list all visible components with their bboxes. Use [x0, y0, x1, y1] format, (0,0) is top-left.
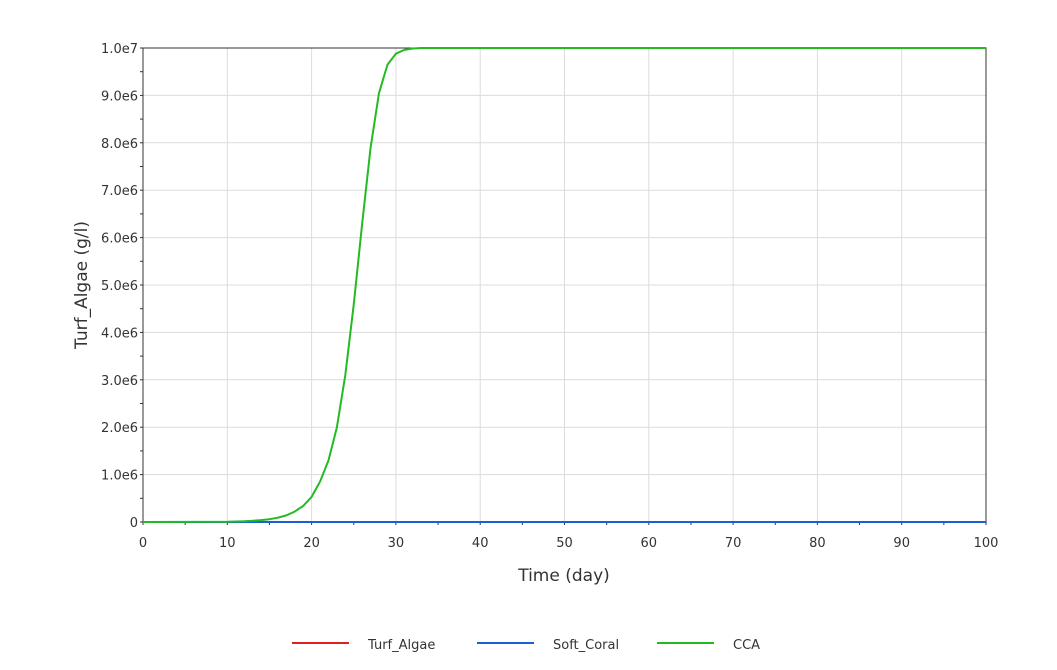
y-tick-label-3: 3.0e6 [101, 374, 138, 389]
y-tick-label-6: 6.0e6 [101, 232, 138, 247]
y-tick-label-7: 7.0e6 [101, 184, 138, 199]
y-tick-label-8: 8.0e6 [101, 137, 138, 152]
series-lines [142, 47, 986, 523]
legend: Turf_Algae Soft_Coral CCA [292, 638, 760, 653]
x-axis-tick-labels: 0 10 20 30 40 50 60 70 80 90 100 [139, 536, 999, 551]
x-tick-label-3: 30 [388, 536, 405, 551]
y-tick-label-9: 9.0e6 [101, 89, 138, 104]
x-tick-label-1: 10 [219, 536, 236, 551]
y-tick-label-1: 1.0e6 [101, 469, 138, 484]
x-tick-label-9: 90 [893, 536, 910, 551]
x-tick-label-2: 20 [303, 536, 320, 551]
x-axis-title: Time (day) [517, 566, 610, 586]
y-tick-label-2: 2.0e6 [101, 421, 138, 436]
y-axis-tick-labels: 0 1.0e6 2.0e6 3.0e6 4.0e6 5.0e6 6.0e6 7.0e6 8.0e… [101, 42, 138, 531]
legend-label-turf-algae: Turf_Algae [367, 638, 435, 653]
x-tick-label-8: 80 [809, 536, 826, 551]
x-tick-label-6: 60 [641, 536, 658, 551]
legend-label-soft-coral: Soft_Coral [553, 638, 619, 653]
y-axis-title: Turf_Algae (g/l) [72, 221, 92, 350]
x-tick-label-7: 70 [725, 536, 742, 551]
series-line-cca [142, 47, 986, 523]
legend-label-cca: CCA [733, 638, 760, 653]
y-tick-label-4: 4.0e6 [101, 326, 138, 341]
x-tick-label-4: 40 [472, 536, 489, 551]
x-tick-label-5: 50 [556, 536, 573, 551]
y-tick-label-10: 1.0e7 [101, 42, 138, 57]
x-tick-label-0: 0 [139, 536, 147, 551]
y-minor-ticks [140, 47, 987, 525]
grid [142, 47, 987, 523]
x-tick-label-10: 100 [974, 536, 999, 551]
y-tick-label-5: 5.0e6 [101, 279, 138, 294]
y-tick-label-0: 0 [130, 516, 138, 531]
